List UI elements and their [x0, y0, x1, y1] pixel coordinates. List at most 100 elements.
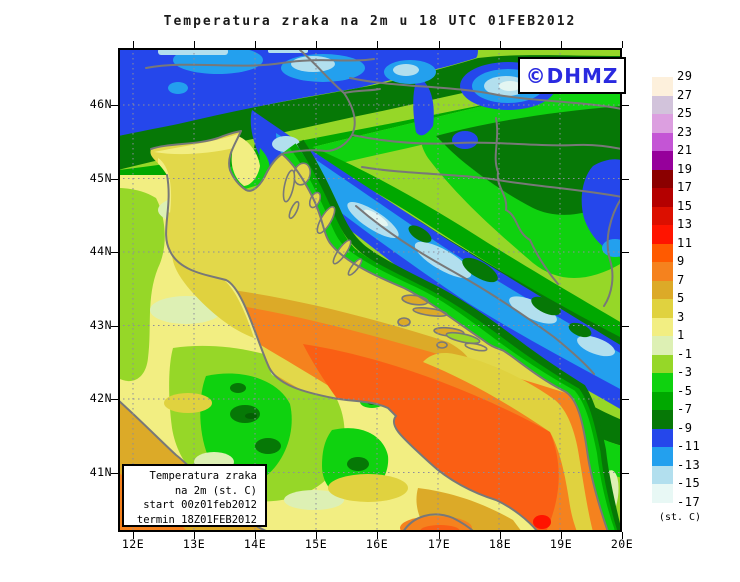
lon-tick-bottom [194, 532, 195, 539]
colorbar-box-19 [652, 169, 673, 188]
colorbar-box--13 [652, 465, 673, 484]
colorbar-label-29: 29 [677, 69, 693, 83]
lat-tick-right [622, 105, 629, 106]
map-title: Temperatura zraka na 2m u 18 UTC 01FEB20… [163, 14, 577, 29]
info-line-parameter: Temperatura zraka [149, 470, 257, 482]
lat-tick-right [622, 472, 629, 474]
lon-label-13E: 13E [182, 537, 206, 551]
colorbar-box--9 [652, 428, 673, 447]
dhmz-copyright-text: ©DHMZ [525, 63, 619, 88]
lon-tick-bottom [316, 532, 317, 539]
lon-tick-bottom [377, 532, 378, 539]
lat-tick-right [622, 399, 629, 400]
lon-tick-bottom [500, 532, 501, 539]
lat-tick-left [111, 399, 118, 400]
colorbar-box-3 [652, 317, 673, 336]
colorbar-box--1 [652, 354, 673, 373]
lon-label-17E: 17E [427, 537, 451, 551]
colorbar-label-11: 11 [677, 235, 693, 250]
lon-tick-top [255, 41, 256, 48]
lat-tick-right [622, 325, 629, 327]
lon-label-14E: 14E [243, 537, 267, 551]
colorbar-box-23 [652, 132, 673, 151]
lon-tick-top [316, 41, 317, 48]
colorbar-box-27 [652, 95, 673, 114]
graticule-grid [118, 48, 622, 532]
colorbar-box-21 [652, 151, 673, 170]
lat-tick-left [111, 178, 118, 180]
lat-tick-left [111, 325, 118, 327]
temperature-map: ©DHMZ Temperatura zraka na 2m (st. C) st… [118, 48, 626, 532]
lon-tick-bottom [255, 532, 256, 539]
colorbar-box--5 [652, 391, 673, 410]
colorbar-label--13: -13 [677, 457, 701, 472]
colorbar-label--1: -1 [677, 346, 693, 361]
colorbar-label--11: -11 [677, 439, 701, 453]
colorbar-label--9: -9 [677, 420, 693, 435]
colorbar-box-7 [652, 280, 673, 299]
lon-label-15E: 15E [304, 537, 328, 551]
colorbar-label-9: 9 [677, 254, 685, 268]
lat-label-42N: 42N [89, 391, 112, 405]
lat-tick-right [622, 178, 629, 180]
lon-tick-top [194, 41, 195, 48]
lon-label-12E: 12E [121, 537, 145, 551]
lat-label-44N: 44N [89, 244, 112, 258]
lon-tick-top [622, 41, 623, 48]
lat-tick-left [111, 252, 118, 253]
colorbar-box-9 [652, 262, 673, 281]
colorbar-label-15: 15 [677, 198, 693, 213]
lat-label-45N: 45N [89, 170, 112, 185]
country-borders [145, 49, 622, 375]
lat-label-43N: 43N [89, 317, 112, 332]
lat-tick-left [111, 472, 118, 474]
colorbar-box--15 [652, 484, 673, 503]
lon-tick-bottom [439, 532, 440, 539]
lon-tick-top [500, 41, 501, 48]
colorbar-box-25 [652, 114, 673, 133]
lon-tick-top [133, 41, 134, 48]
colorbar-box-17 [652, 188, 673, 207]
lon-tick-bottom [622, 532, 623, 539]
lat-label-46N: 46N [89, 97, 112, 111]
colorbar-label-1: 1 [677, 328, 685, 342]
lon-tick-bottom [133, 532, 134, 539]
colorbar-label--5: -5 [677, 383, 693, 398]
colorbar-label-21: 21 [677, 143, 693, 157]
forecast-info-box: Temperatura zraka na 2m (st. C) start 00… [122, 464, 267, 527]
lat-label-41N: 41N [89, 464, 112, 479]
colorbar-box-1 [652, 336, 673, 355]
colorbar-label-5: 5 [677, 291, 685, 305]
lat-tick-right [622, 252, 629, 253]
colorbar-box-29 [652, 77, 673, 96]
info-line-start: start 00z01feb2012 [143, 499, 257, 511]
info-line-termin: termin 18Z01FEB2012 [136, 513, 257, 526]
colorbar-label-25: 25 [677, 106, 693, 120]
colorbar-box-13 [652, 225, 673, 244]
colorbar-label-27: 27 [677, 87, 693, 102]
colorbar-label-3: 3 [677, 309, 685, 324]
colorbar-label--3: -3 [677, 365, 693, 379]
colorbar-box--7 [652, 410, 673, 429]
warm-spot-13c [533, 515, 551, 529]
colorbar-label--15: -15 [677, 476, 701, 490]
colorbar-label-23: 23 [677, 124, 693, 139]
lon-tick-top [561, 41, 562, 48]
colorbar-box-11 [652, 243, 673, 262]
adriatic-islands [282, 162, 488, 352]
lon-label-19E: 19E [549, 537, 573, 551]
lon-tick-top [439, 41, 440, 48]
colorbar-unit-label: (st. C) [658, 512, 702, 523]
info-line-level: na 2m (st. C) [174, 484, 257, 497]
lon-tick-top [377, 41, 378, 48]
map-frame [118, 48, 622, 532]
colorbar-label-19: 19 [677, 161, 693, 176]
colorbar-label-17: 17 [677, 180, 693, 194]
temperature-field-svg [118, 48, 622, 532]
dhmz-copyright-badge: ©DHMZ [518, 57, 626, 94]
lon-label-20E: 20E [610, 537, 634, 551]
colorbar-label-7: 7 [677, 272, 685, 287]
lat-tick-left [111, 105, 118, 106]
colorbar-box--11 [652, 447, 673, 466]
